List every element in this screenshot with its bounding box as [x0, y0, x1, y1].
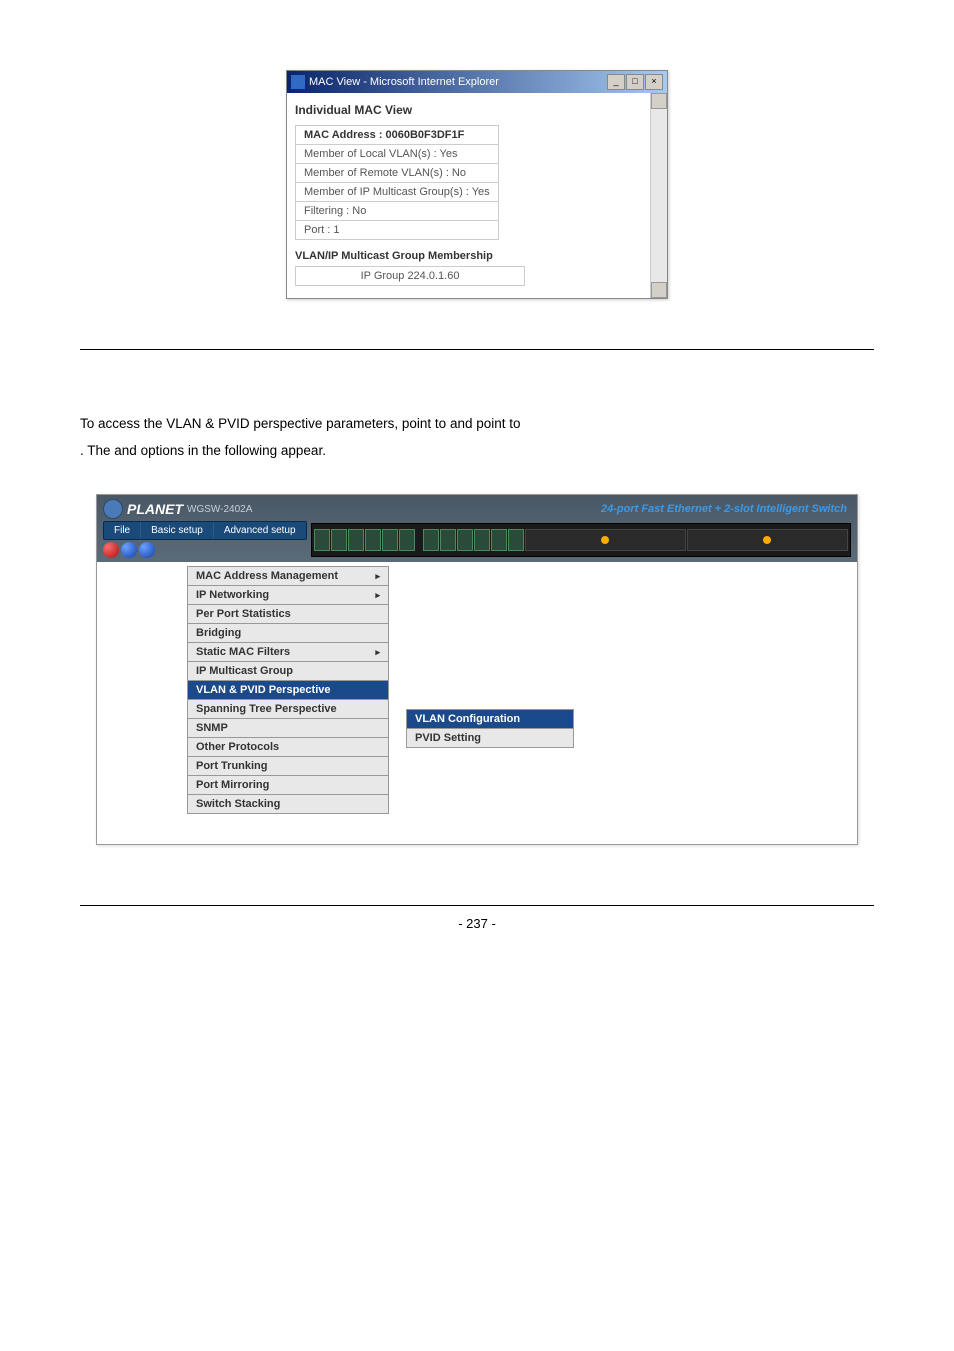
submenu-vlan-configuration[interactable]: VLAN Configuration	[406, 709, 574, 729]
menu-other-protocols[interactable]: Other Protocols	[187, 737, 389, 757]
arrow-icon: ▸	[375, 647, 380, 658]
menu-basic-setup[interactable]: Basic setup	[141, 522, 214, 539]
scroll-up-button[interactable]	[651, 93, 667, 109]
slot-led-icon	[601, 536, 609, 544]
close-button[interactable]: ×	[645, 74, 663, 90]
scroll-down-button[interactable]	[651, 282, 667, 298]
ie-window: MAC View - Microsoft Internet Explorer _…	[286, 70, 668, 299]
mac-row: Member of IP Multicast Group(s) : Yes	[296, 183, 499, 202]
expansion-slot	[687, 529, 848, 551]
menu-spanning-tree-perspective[interactable]: Spanning Tree Perspective	[187, 699, 389, 719]
mac-row: Port : 1	[296, 221, 499, 240]
mac-table: MAC Address : 0060B0F3DF1F Member of Loc…	[295, 125, 499, 240]
mac-row: Filtering : No	[296, 202, 499, 221]
text-segment: and point to	[450, 416, 521, 431]
led-red-icon	[103, 542, 119, 558]
port-icon	[348, 529, 364, 551]
tagline: 24-port Fast Ethernet + 2-slot Intellige…	[601, 503, 847, 515]
port-icon	[365, 529, 381, 551]
slot-led-icon	[763, 536, 771, 544]
text-segment: . The	[80, 443, 114, 458]
model-text: WGSW-2402A	[187, 504, 252, 515]
menu-mac-address-management[interactable]: MAC Address Management▸	[187, 566, 389, 586]
text-segment: options in the following appear.	[141, 443, 326, 458]
mac-view-heading: Individual MAC View	[295, 103, 659, 117]
brand-text: PLANET	[127, 501, 183, 517]
maximize-button[interactable]: □	[626, 74, 644, 90]
port-icon	[331, 529, 347, 551]
port-icon	[314, 529, 330, 551]
port-icon	[399, 529, 415, 551]
page-number: - 237 -	[80, 916, 874, 931]
port-icon	[423, 529, 439, 551]
globe-icon	[103, 499, 123, 519]
ie-icon	[291, 75, 305, 89]
minimize-button[interactable]: _	[607, 74, 625, 90]
ie-title: MAC View - Microsoft Internet Explorer	[309, 76, 499, 88]
planet-logo: PLANET WGSW-2402A	[103, 499, 252, 519]
menu-static-mac-filters[interactable]: Static MAC Filters▸	[187, 642, 389, 662]
menubar: File Basic setup Advanced setup	[103, 521, 307, 540]
port-icon	[440, 529, 456, 551]
ie-titlebar: MAC View - Microsoft Internet Explorer _…	[287, 71, 667, 93]
switch-body: MAC Address Management▸ IP Networking▸ P…	[97, 562, 857, 844]
mac-row: Member of Remote VLAN(s) : No	[296, 164, 499, 183]
status-leds	[103, 542, 307, 558]
menu-switch-stacking[interactable]: Switch Stacking	[187, 794, 389, 814]
text-segment: To access the VLAN & PVID perspective pa…	[80, 416, 450, 431]
ie-content: Individual MAC View MAC Address : 0060B0…	[287, 93, 667, 298]
menu-snmp[interactable]: SNMP	[187, 718, 389, 738]
menu-advanced-setup[interactable]: Advanced setup	[214, 522, 306, 539]
expansion-slot	[525, 529, 686, 551]
scrollbar[interactable]	[650, 93, 667, 298]
menu-ip-multicast-group[interactable]: IP Multicast Group	[187, 661, 389, 681]
menu-per-port-statistics[interactable]: Per Port Statistics	[187, 604, 389, 624]
text-segment: and	[114, 443, 140, 458]
menu-vlan-pvid-perspective[interactable]: VLAN & PVID Perspective	[187, 680, 389, 700]
menu-bridging[interactable]: Bridging	[187, 623, 389, 643]
switch-window: PLANET WGSW-2402A 24-port Fast Ethernet …	[96, 494, 858, 845]
port-panel	[311, 523, 851, 557]
section-rule	[80, 349, 874, 350]
port-icon	[474, 529, 490, 551]
menu-file[interactable]: File	[104, 522, 141, 539]
group-row: IP Group 224.0.1.60	[296, 267, 525, 286]
group-heading: VLAN/IP Multicast Group Membership	[295, 250, 659, 262]
port-icon	[382, 529, 398, 551]
footer-rule	[80, 905, 874, 906]
port-icon	[508, 529, 524, 551]
mac-row: Member of Local VLAN(s) : Yes	[296, 145, 499, 164]
mac-row: MAC Address : 0060B0F3DF1F	[296, 126, 499, 145]
port-icon	[457, 529, 473, 551]
window-controls: _ □ ×	[607, 74, 663, 90]
menu-ip-networking[interactable]: IP Networking▸	[187, 585, 389, 605]
led-blue-icon	[139, 542, 155, 558]
switch-header-area: PLANET WGSW-2402A 24-port Fast Ethernet …	[97, 495, 857, 562]
submenu: VLAN Configuration PVID Setting	[406, 709, 574, 747]
group-table: IP Group 224.0.1.60	[295, 266, 525, 286]
arrow-icon: ▸	[375, 571, 380, 582]
menu-port-trunking[interactable]: Port Trunking	[187, 756, 389, 776]
port-icon	[491, 529, 507, 551]
arrow-icon: ▸	[375, 590, 380, 601]
main-menu: MAC Address Management▸ IP Networking▸ P…	[187, 566, 389, 813]
led-blue-icon	[121, 542, 137, 558]
menu-port-mirroring[interactable]: Port Mirroring	[187, 775, 389, 795]
body-paragraph: To access the VLAN & PVID perspective pa…	[80, 410, 874, 464]
submenu-pvid-setting[interactable]: PVID Setting	[406, 728, 574, 748]
